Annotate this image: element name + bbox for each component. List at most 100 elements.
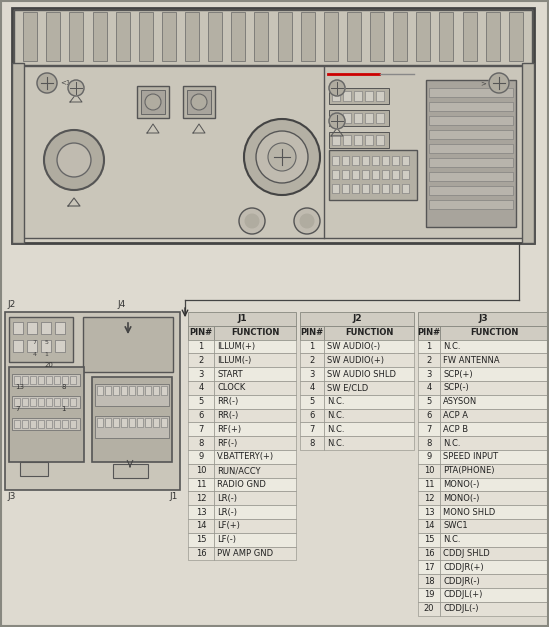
Bar [27, 322, 37, 334]
Bar [418, 588, 440, 602]
Bar [12, 396, 80, 408]
Bar [324, 326, 414, 340]
Bar [416, 12, 430, 61]
Bar [429, 158, 513, 167]
Text: 10: 10 [424, 466, 434, 475]
Bar [352, 156, 359, 165]
Bar [188, 395, 214, 409]
Text: 7: 7 [309, 425, 315, 434]
Bar [418, 533, 440, 547]
Bar [300, 312, 414, 326]
Text: V.BATTERY(+): V.BATTERY(+) [217, 453, 274, 461]
Bar [329, 132, 389, 148]
Text: 4    1: 4 1 [33, 352, 49, 357]
Bar [188, 354, 214, 367]
Bar [214, 519, 296, 533]
Text: 8: 8 [427, 439, 432, 448]
Circle shape [245, 214, 259, 228]
Text: 7: 7 [198, 425, 204, 434]
Text: 17: 17 [424, 563, 434, 572]
Text: J1: J1 [237, 314, 247, 324]
Text: 7    5: 7 5 [33, 339, 49, 344]
Text: RADIO GND: RADIO GND [217, 480, 266, 489]
Bar [440, 492, 549, 505]
Text: N.C.: N.C. [327, 397, 345, 406]
Text: 15: 15 [424, 535, 434, 544]
Bar [30, 420, 36, 428]
Text: FUNCTION: FUNCTION [470, 328, 519, 337]
Bar [38, 376, 44, 384]
Bar [362, 156, 369, 165]
Bar [332, 91, 340, 101]
Text: 5: 5 [310, 397, 315, 406]
Bar [55, 340, 65, 352]
Bar [440, 478, 549, 492]
Text: 16: 16 [424, 549, 434, 558]
Bar [214, 547, 296, 561]
Text: 8: 8 [309, 439, 315, 448]
Text: RF(+): RF(+) [217, 425, 241, 434]
Text: SW AUDIO(-): SW AUDIO(-) [327, 342, 380, 351]
Bar [5, 312, 180, 490]
Circle shape [44, 130, 104, 190]
Bar [418, 312, 549, 326]
Bar [440, 588, 549, 602]
Text: 12: 12 [424, 494, 434, 503]
Bar [402, 184, 409, 193]
Text: 13: 13 [195, 508, 206, 517]
Text: 9: 9 [427, 453, 432, 461]
Bar [22, 420, 28, 428]
Circle shape [244, 119, 320, 195]
Bar [418, 409, 440, 423]
Bar [372, 184, 379, 193]
Text: J3: J3 [7, 492, 15, 501]
Bar [347, 12, 361, 61]
Bar [188, 478, 214, 492]
Text: N.C.: N.C. [443, 439, 461, 448]
Bar [214, 450, 296, 464]
Bar [332, 135, 340, 145]
Bar [46, 398, 52, 406]
Bar [188, 312, 296, 326]
Bar [365, 135, 373, 145]
Bar [418, 547, 440, 561]
Bar [214, 492, 296, 505]
Bar [324, 436, 414, 450]
Bar [418, 354, 440, 367]
Bar [329, 110, 389, 126]
Text: PTA(PHONE): PTA(PHONE) [443, 466, 495, 475]
Bar [324, 409, 414, 423]
Text: FUNCTION: FUNCTION [231, 328, 279, 337]
Bar [365, 113, 373, 123]
Circle shape [329, 80, 345, 96]
Text: ILLUM(+): ILLUM(+) [217, 342, 255, 351]
Bar [329, 150, 417, 200]
Bar [105, 418, 111, 427]
Bar [188, 423, 214, 436]
Bar [22, 376, 28, 384]
Bar [254, 12, 268, 61]
Bar [137, 418, 143, 427]
Bar [392, 184, 399, 193]
Bar [332, 113, 340, 123]
Bar [440, 354, 549, 367]
Text: 16: 16 [195, 549, 206, 558]
Bar [105, 386, 111, 395]
Text: PW AMP GND: PW AMP GND [217, 549, 273, 558]
Circle shape [191, 94, 207, 110]
Bar [214, 409, 296, 423]
Text: 13: 13 [424, 508, 434, 517]
Bar [354, 135, 362, 145]
Text: N.C.: N.C. [327, 439, 345, 448]
Bar [301, 12, 315, 61]
Text: 14: 14 [424, 522, 434, 530]
Bar [370, 12, 384, 61]
Circle shape [68, 80, 84, 96]
Bar [300, 340, 324, 354]
Bar [12, 418, 80, 430]
Bar [382, 170, 389, 179]
Bar [418, 574, 440, 588]
Text: CDDJ SHLD: CDDJ SHLD [443, 549, 490, 558]
Bar [300, 367, 324, 381]
Text: >: > [480, 80, 486, 86]
